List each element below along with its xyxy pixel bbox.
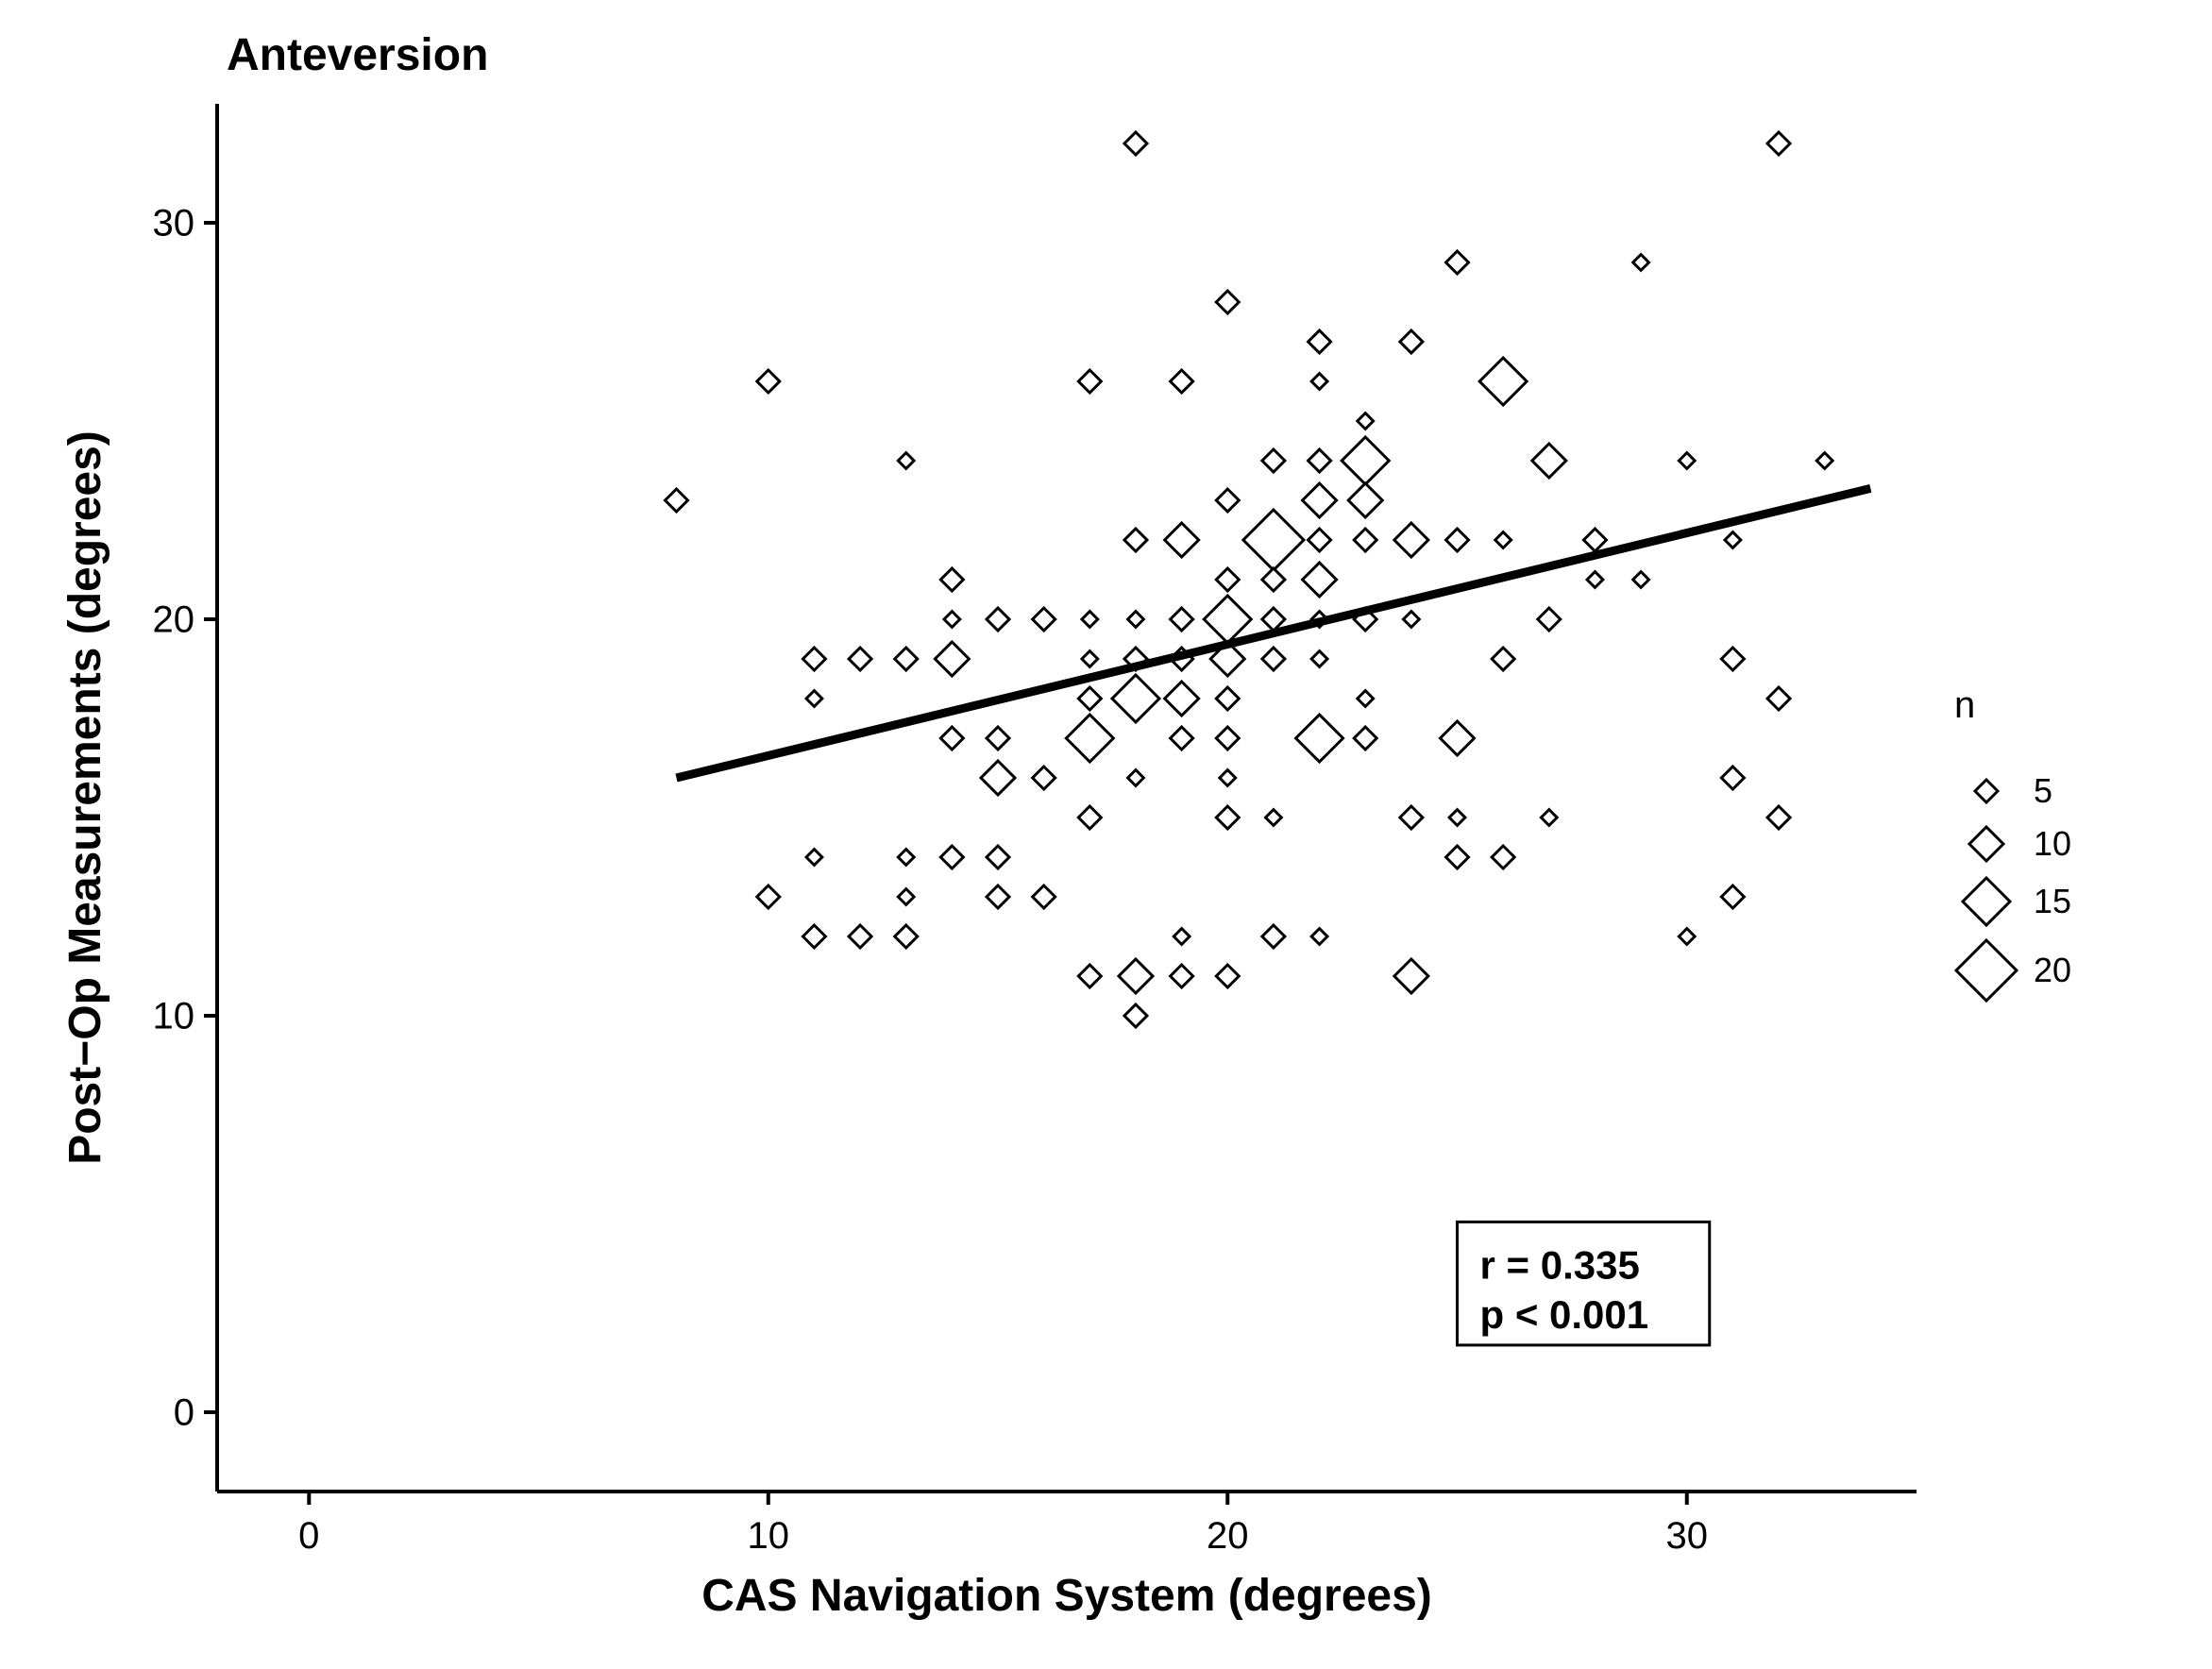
legend-title: n <box>1954 684 1975 726</box>
x-axis-label: CAS Navigation System (degrees) <box>701 1571 1432 1621</box>
scatter-chart: 0 10 20 30 0 10 20 30 CAS Navigation System (deg… <box>0 0 2212 1669</box>
legend-label: 10 <box>2034 824 2071 863</box>
stats-line: p < 0.001 <box>1480 1292 1649 1337</box>
chart-container: 0 10 20 30 0 10 20 30 CAS Navigation System (deg… <box>0 0 2212 1669</box>
legend-label: 5 <box>2034 771 2052 810</box>
x-tick-label: 0 <box>298 1515 319 1557</box>
y-tick-label: 10 <box>153 995 195 1037</box>
chart-title: Anteversion <box>227 30 488 80</box>
y-axis-label: Post−Op Measurements (degrees) <box>60 430 110 1165</box>
x-tick-label: 10 <box>748 1515 790 1557</box>
y-tick-label: 20 <box>153 598 195 640</box>
x-tick-label: 30 <box>1666 1515 1709 1557</box>
legend-label: 20 <box>2034 951 2071 989</box>
y-tick-label: 0 <box>174 1391 194 1433</box>
y-tick-label: 30 <box>153 202 195 244</box>
x-tick-label: 20 <box>1207 1515 1249 1557</box>
stats-line: r = 0.335 <box>1480 1242 1640 1287</box>
legend-label: 15 <box>2034 882 2071 920</box>
